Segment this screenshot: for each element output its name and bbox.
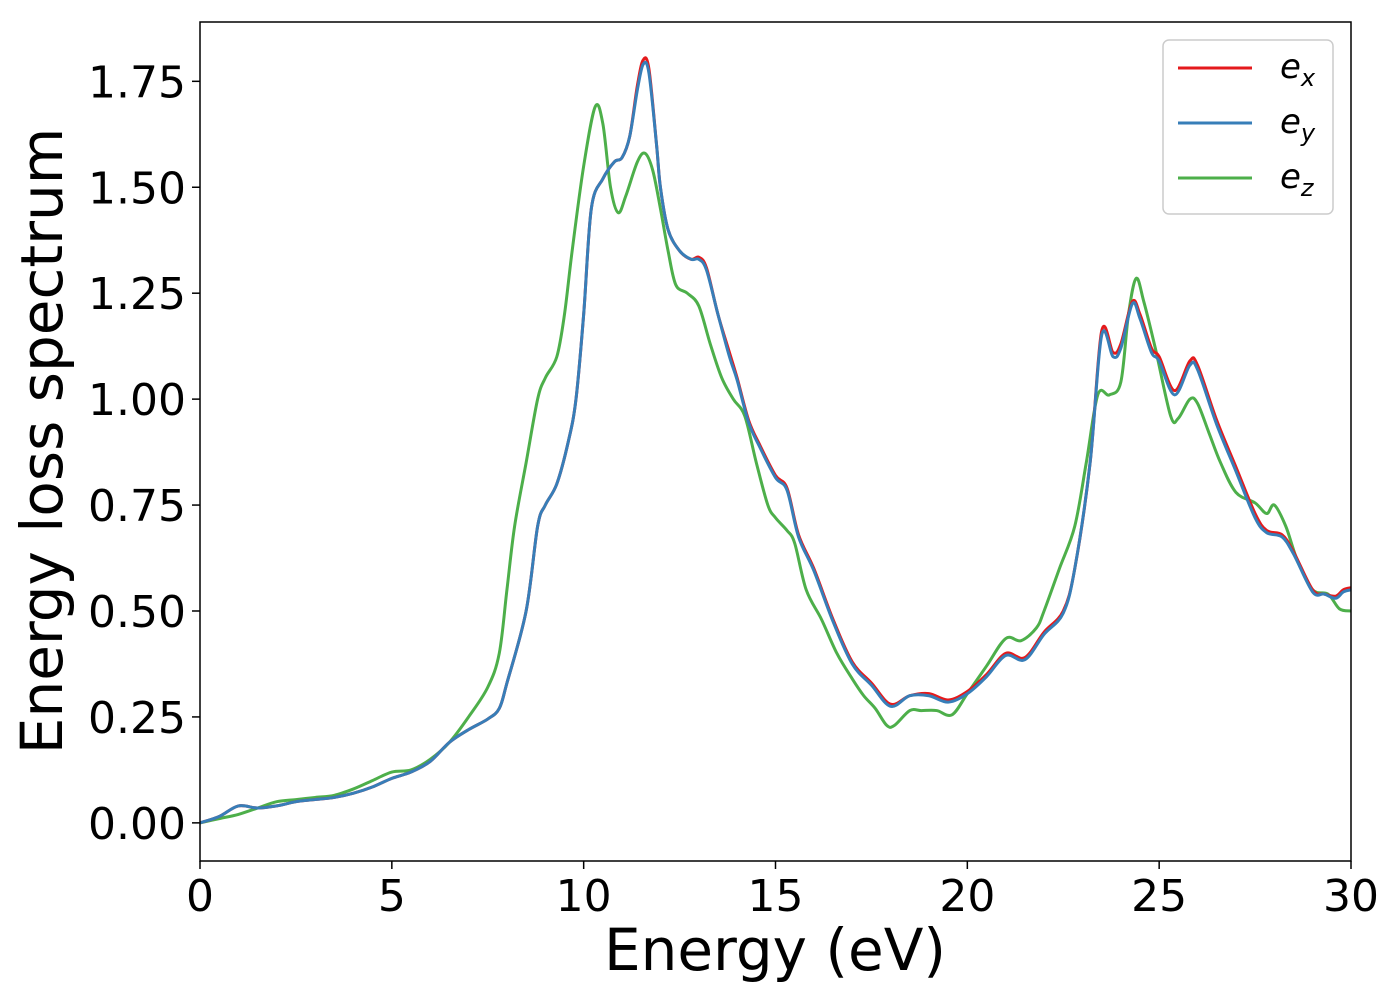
- x-axis-label: Energy (eV): [604, 916, 946, 984]
- series-line-y: [200, 60, 1351, 825]
- x-axis: 0 5 10 15 20 25 30: [186, 861, 1379, 922]
- x-tick-label: 10: [556, 871, 612, 922]
- y-tick-label: 1.00: [88, 375, 186, 426]
- y-tick-label: 0.75: [88, 481, 186, 532]
- y-axis-label: Energy loss spectrum: [8, 128, 76, 754]
- x-tick-label: 0: [186, 871, 214, 922]
- series-layer: [200, 56, 1351, 825]
- plot-area: [199, 21, 1352, 862]
- y-tick-label: 0.50: [88, 587, 186, 638]
- x-tick-label: 15: [748, 871, 804, 922]
- legend-label-y: ey: [1280, 102, 1316, 147]
- y-axis: 0.00 0.25 0.50 0.75 1.00 1.25 1.50 1.75: [88, 57, 200, 850]
- y-tick-label: 1.75: [88, 57, 186, 108]
- y-tick-label: 1.25: [88, 269, 186, 320]
- series-line-z: [200, 103, 1351, 825]
- x-tick-label: 5: [378, 871, 406, 922]
- legend-label-z: ez: [1280, 157, 1315, 202]
- x-tick-label: 30: [1323, 871, 1379, 922]
- legend-label-x: ex: [1280, 47, 1316, 92]
- legend: ex ey ez: [1162, 39, 1334, 215]
- y-tick-label: 0.25: [88, 693, 186, 744]
- x-tick-label: 25: [1131, 871, 1187, 922]
- y-tick-label: 1.50: [88, 163, 186, 214]
- legend-box: [1162, 39, 1334, 215]
- y-tick-label: 0.00: [88, 799, 186, 850]
- x-tick-label: 20: [939, 871, 995, 922]
